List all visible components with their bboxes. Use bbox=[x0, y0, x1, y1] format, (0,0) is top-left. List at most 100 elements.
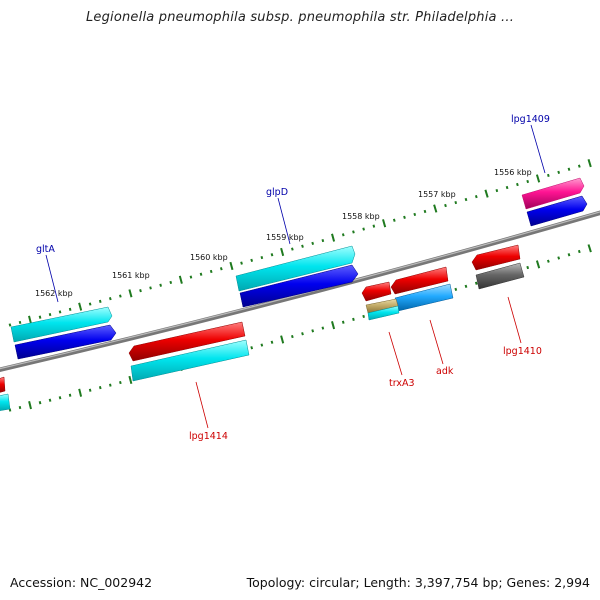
inner-minor-tick bbox=[352, 317, 355, 321]
gene-label-lpg1409[interactable]: lpg1409 bbox=[511, 114, 550, 125]
outer-major-tick bbox=[382, 219, 387, 228]
tick-label-1556kbp: 1556 kbp bbox=[494, 168, 532, 177]
leader-glpD bbox=[277, 197, 291, 245]
inner-minor-tick bbox=[68, 393, 72, 397]
outer-minor-tick bbox=[372, 224, 376, 228]
outer-minor-tick bbox=[169, 280, 173, 285]
inner-minor-tick bbox=[362, 314, 365, 319]
outer-minor-tick bbox=[260, 255, 264, 260]
outer-minor-tick bbox=[199, 272, 203, 276]
tick-label-1558kbp: 1558 kbp bbox=[342, 212, 380, 221]
gene-label-trxA3[interactable]: trxA3 bbox=[389, 378, 415, 389]
gene-label-lpg1414[interactable]: lpg1414 bbox=[189, 431, 228, 442]
inner-major-tick bbox=[128, 375, 133, 385]
tick-label-1559kbp: 1559 kbp bbox=[266, 233, 304, 242]
outer-minor-tick bbox=[149, 286, 152, 290]
outer-major-tick bbox=[128, 289, 133, 298]
gene-lpg1410-feature[interactable] bbox=[471, 244, 521, 271]
gene-label-adk[interactable]: adk bbox=[436, 366, 454, 377]
gene-glpD-cds[interactable] bbox=[239, 264, 359, 308]
inner-minor-tick bbox=[311, 329, 315, 333]
inner-major-tick bbox=[331, 321, 336, 330]
outer-major-tick bbox=[587, 159, 592, 168]
outer-minor-tick bbox=[474, 195, 478, 199]
inner-minor-tick bbox=[577, 249, 581, 254]
outer-minor-tick bbox=[311, 241, 315, 245]
accession-footer: Accession: NC_002942 bbox=[10, 575, 153, 590]
outer-major-tick bbox=[28, 315, 32, 324]
inner-minor-tick bbox=[557, 256, 561, 260]
inner-minor-tick bbox=[464, 284, 468, 288]
outer-minor-tick bbox=[219, 267, 223, 271]
outer-minor-tick bbox=[38, 315, 42, 319]
inner-minor-tick bbox=[454, 287, 458, 291]
outer-minor-tick bbox=[495, 188, 499, 193]
tick-label-1561kbp: 1561 kbp bbox=[112, 271, 150, 280]
gene-lpg1414-feature[interactable] bbox=[128, 321, 246, 362]
gene-gltA-cds[interactable] bbox=[14, 324, 117, 360]
outer-minor-tick bbox=[577, 164, 581, 168]
gene-lpg1409-feature[interactable] bbox=[521, 177, 585, 210]
outer-minor-tick bbox=[108, 297, 112, 301]
outer-minor-tick bbox=[567, 167, 571, 171]
inner-minor-tick bbox=[119, 380, 122, 385]
outer-minor-tick bbox=[362, 227, 365, 231]
genome-backbone-highlight bbox=[0, 211, 600, 370]
outer-minor-tick bbox=[526, 179, 530, 184]
inner-minor-tick bbox=[38, 401, 42, 405]
outer-minor-tick bbox=[321, 238, 325, 243]
gene-glpD-feature[interactable] bbox=[235, 245, 356, 292]
inner-minor-tick bbox=[526, 265, 530, 270]
leader-lpg1410 bbox=[507, 296, 522, 344]
gene-label-gltA[interactable]: gltA bbox=[36, 244, 55, 255]
outer-minor-tick bbox=[464, 197, 468, 202]
leader-lpg1409 bbox=[530, 124, 546, 174]
leader-gltA bbox=[45, 254, 59, 303]
gene-partial-left-red[interactable] bbox=[0, 376, 6, 393]
gene-trxA3-feature[interactable] bbox=[361, 281, 392, 302]
gene-label-lpg1410[interactable]: lpg1410 bbox=[503, 346, 542, 357]
gene-lpg1409-cds[interactable] bbox=[526, 195, 588, 227]
outer-minor-tick bbox=[341, 233, 345, 237]
outer-major-tick bbox=[331, 233, 336, 242]
inner-major-tick bbox=[280, 335, 285, 344]
inner-minor-tick bbox=[291, 334, 294, 339]
inner-minor-tick bbox=[58, 396, 62, 400]
gene-lpg1414-cds[interactable] bbox=[130, 339, 250, 382]
outer-minor-tick bbox=[48, 312, 52, 317]
inner-minor-tick bbox=[109, 383, 112, 387]
outer-minor-tick bbox=[352, 230, 355, 234]
outer-major-tick bbox=[229, 261, 234, 271]
gene-lpg1410-cds[interactable] bbox=[475, 262, 525, 290]
outer-major-tick bbox=[178, 275, 183, 284]
outer-minor-tick bbox=[454, 200, 458, 205]
outer-minor-tick bbox=[58, 310, 62, 314]
inner-minor-tick bbox=[18, 405, 22, 410]
inner-minor-tick bbox=[98, 386, 102, 390]
outer-minor-tick bbox=[98, 299, 102, 303]
outer-minor-tick bbox=[8, 323, 12, 327]
outer-minor-tick bbox=[270, 253, 274, 257]
outer-major-tick bbox=[78, 302, 83, 311]
inner-minor-tick bbox=[48, 398, 52, 402]
gene-adk-feature[interactable] bbox=[390, 266, 449, 295]
gene-label-glpD[interactable]: glpD bbox=[266, 187, 288, 198]
outer-minor-tick bbox=[240, 261, 243, 265]
gene-gltA-feature[interactable] bbox=[10, 306, 113, 343]
gene-trxA3-cds-b[interactable] bbox=[367, 305, 400, 321]
gene-partial-left-cyan[interactable] bbox=[0, 393, 11, 411]
outer-minor-tick bbox=[18, 320, 22, 325]
outer-major-tick bbox=[433, 204, 438, 213]
genome-backbone bbox=[0, 210, 600, 372]
outer-minor-tick bbox=[403, 215, 406, 219]
leader-lpg1414 bbox=[195, 381, 209, 429]
inner-minor-tick bbox=[341, 320, 345, 324]
outer-minor-tick bbox=[159, 283, 162, 287]
inner-minor-tick bbox=[88, 388, 92, 392]
outer-minor-tick bbox=[516, 182, 519, 187]
outer-minor-tick bbox=[139, 289, 142, 293]
inner-major-tick bbox=[78, 388, 83, 397]
outer-tick-row bbox=[8, 159, 592, 327]
